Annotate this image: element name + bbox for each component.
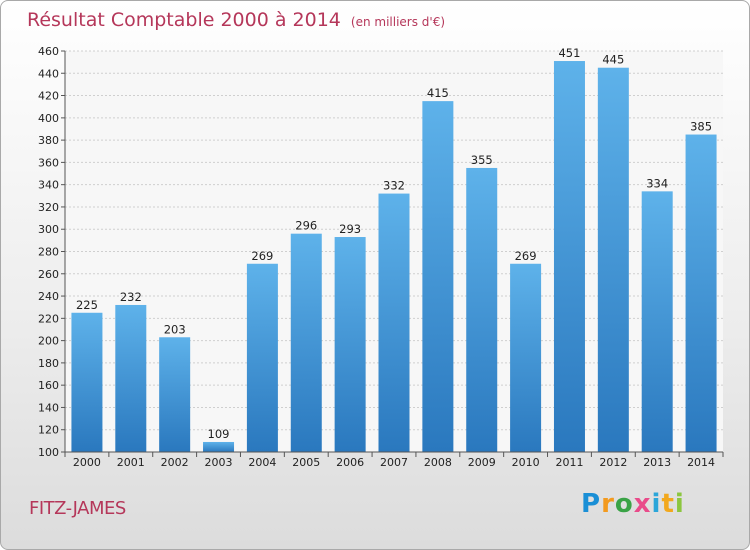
y-tick-label: 340 — [38, 179, 59, 192]
commune-name: FITZ-JAMES — [29, 498, 126, 519]
x-tick-label: 2006 — [336, 456, 364, 469]
y-tick-label: 400 — [38, 112, 59, 125]
bar-2006[interactable] — [334, 237, 366, 452]
logo-letter-i2: i — [674, 489, 685, 519]
x-tick-label: 2011 — [555, 456, 583, 469]
y-tick-label: 200 — [38, 335, 59, 348]
y-tick-label: 460 — [38, 45, 59, 58]
data-label-2008: 415 — [427, 86, 449, 100]
y-tick-label: 240 — [38, 290, 59, 303]
y-tick-label: 320 — [38, 201, 59, 214]
data-label-2002: 203 — [164, 322, 186, 336]
chart-title-block: Résultat Comptable 2000 à 2014 (en millie… — [27, 9, 445, 31]
bar-2013[interactable] — [641, 191, 673, 452]
x-tick-label: 2005 — [292, 456, 320, 469]
data-label-2006: 293 — [339, 222, 361, 236]
data-label-2013: 334 — [646, 176, 668, 190]
y-tick-label: 420 — [38, 90, 59, 103]
data-label-2012: 445 — [602, 53, 624, 67]
x-tick-label: 2010 — [512, 456, 540, 469]
bar-2001[interactable] — [115, 304, 147, 452]
x-tick-label: 2001 — [117, 456, 145, 469]
y-tick-label: 100 — [38, 446, 59, 459]
bar-2008[interactable] — [422, 101, 454, 452]
bar-2009[interactable] — [466, 167, 498, 453]
data-label-2011: 451 — [558, 46, 580, 60]
y-tick-label: 120 — [38, 424, 59, 437]
bar-2003[interactable] — [203, 441, 235, 452]
logo-letter-i: i — [651, 489, 662, 519]
bar-2010[interactable] — [510, 263, 542, 452]
x-tick-label: 2003 — [205, 456, 233, 469]
y-tick-label: 380 — [38, 134, 59, 147]
y-tick-label: 180 — [38, 357, 59, 370]
y-tick-label: 160 — [38, 379, 59, 392]
bar-2005[interactable] — [290, 233, 322, 452]
bar-2000[interactable] — [71, 312, 103, 452]
data-label-2000: 225 — [76, 298, 98, 312]
bar-2002[interactable] — [159, 337, 191, 452]
logo-letter-p: P — [581, 489, 602, 519]
data-label-2003: 109 — [208, 427, 230, 441]
x-tick-label: 2008 — [424, 456, 452, 469]
logo-letter-x: x — [633, 489, 652, 519]
bar-2004[interactable] — [246, 263, 278, 452]
bar-2011[interactable] — [553, 61, 585, 453]
data-label-2014: 385 — [690, 120, 712, 134]
x-tick-label: 2007 — [380, 456, 408, 469]
chart-title: Résultat Comptable 2000 à 2014 — [27, 9, 341, 31]
data-label-2004: 269 — [251, 249, 273, 263]
x-tick-label: 2014 — [687, 456, 715, 469]
x-tick-label: 2009 — [468, 456, 496, 469]
x-tick-label: 2004 — [248, 456, 276, 469]
y-tick-label: 300 — [38, 223, 59, 236]
logo-letter-o: o — [614, 489, 634, 519]
x-tick-label: 2012 — [599, 456, 627, 469]
y-tick-label: 440 — [38, 67, 59, 80]
bar-2007[interactable] — [378, 193, 410, 453]
y-tick-label: 260 — [38, 268, 59, 281]
logo-letter-t: t — [661, 489, 675, 519]
proxiti-logo[interactable]: Proxiti — [581, 489, 685, 519]
bar-2012[interactable] — [597, 67, 629, 452]
data-label-2010: 269 — [515, 249, 537, 263]
x-tick-label: 2013 — [643, 456, 671, 469]
data-label-2001: 232 — [120, 290, 142, 304]
x-tick-label: 2000 — [73, 456, 101, 469]
y-tick-label: 140 — [38, 401, 59, 414]
data-label-2007: 332 — [383, 179, 405, 193]
data-label-2009: 355 — [471, 153, 493, 167]
chart-subtitle: (en milliers d'€) — [350, 15, 446, 29]
y-tick-label: 220 — [38, 312, 59, 325]
bar-2014[interactable] — [685, 134, 717, 452]
x-tick-label: 2002 — [161, 456, 189, 469]
data-label-2005: 296 — [295, 219, 317, 233]
y-tick-label: 360 — [38, 156, 59, 169]
y-tick-label: 280 — [38, 246, 59, 259]
logo-letter-r: r — [601, 489, 615, 519]
